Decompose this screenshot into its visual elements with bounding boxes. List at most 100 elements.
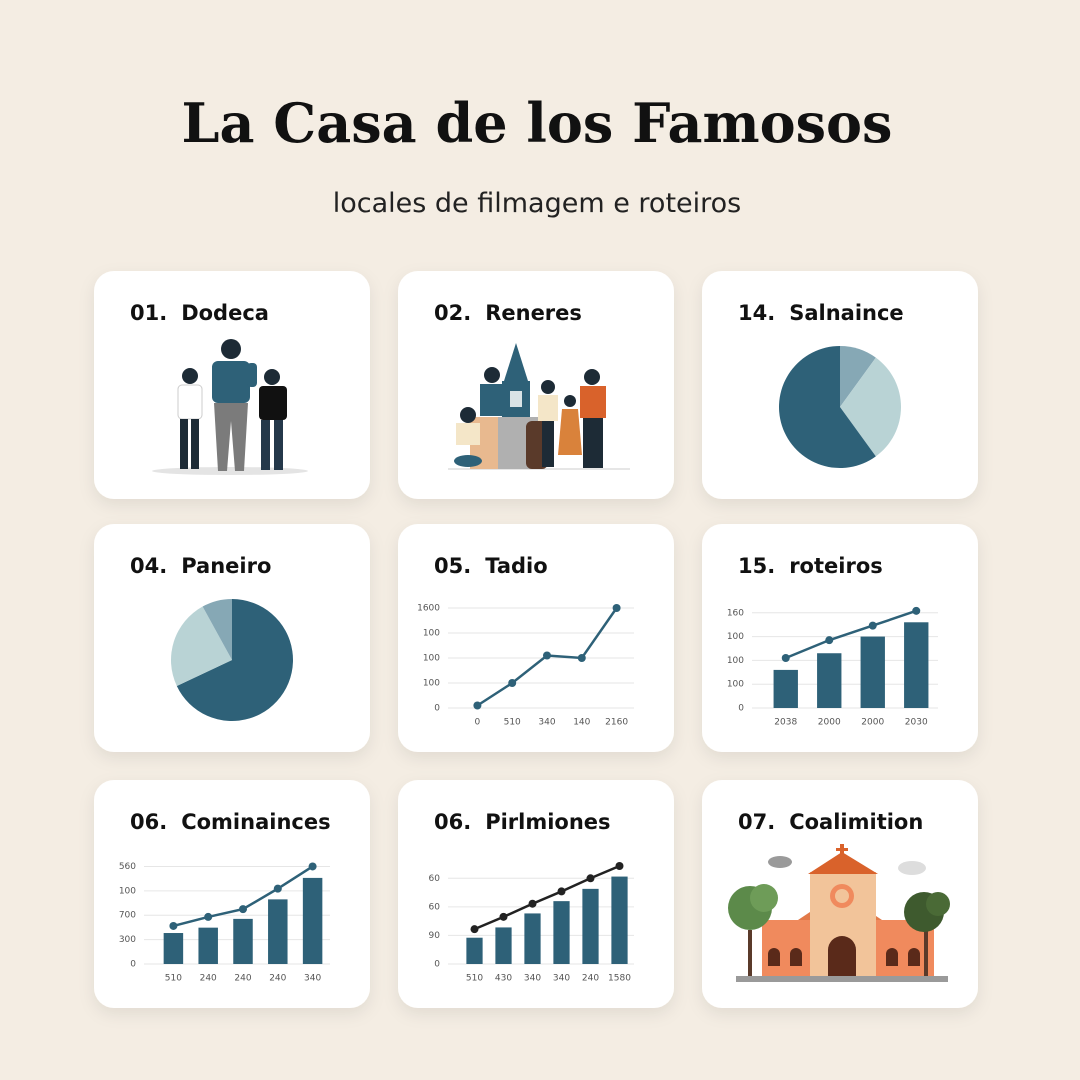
card-number: 07. (738, 810, 775, 834)
bar (553, 901, 570, 964)
card: 05. Tadio 0 100 100 100 1600 0 510 340 140 2160 (398, 524, 674, 752)
y-tick-label: 90 (429, 931, 441, 941)
x-tick-label: 340 (524, 974, 541, 984)
line-point (612, 604, 621, 612)
x-tick-label: 2160 (605, 718, 628, 728)
card-number: 02. (434, 301, 471, 325)
y-tick-label: 0 (434, 960, 440, 970)
line-point (470, 925, 479, 934)
y-tick-label: 160 (727, 608, 744, 618)
x-tick-label: 240 (234, 974, 251, 984)
line-point (586, 874, 595, 883)
line-point (308, 862, 317, 871)
bar (495, 927, 512, 964)
y-tick-label: 0 (738, 704, 744, 714)
card-title: 07. Coalimition (738, 810, 923, 834)
line-point (577, 654, 586, 662)
card-name: Dodeca (181, 301, 269, 325)
card-title: 01. Dodeca (130, 301, 269, 325)
y-tick-label: 100 (727, 656, 744, 666)
card-number: 14. (738, 301, 775, 325)
illustration-church (728, 844, 950, 982)
card-background (398, 524, 674, 752)
line-point (473, 701, 482, 710)
x-tick-label: 1580 (608, 974, 631, 984)
y-tick-label: 100 (423, 679, 440, 689)
card-title: 06. Cominainces (130, 810, 331, 834)
y-tick-label: 560 (119, 862, 136, 872)
illustration-tower (448, 343, 630, 470)
x-tick-label: 340 (304, 974, 321, 984)
card-name: roteiros (789, 554, 883, 578)
card-name: Paneiro (181, 554, 271, 578)
card: 04. Paneiro (94, 524, 370, 752)
y-tick-label: 700 (119, 911, 136, 921)
line-point (825, 636, 834, 645)
line-point (528, 899, 537, 908)
pie-slice (779, 346, 876, 468)
illustration-people (152, 339, 308, 475)
y-tick-label: 60 (429, 902, 441, 912)
y-tick-label: 100 (423, 629, 440, 639)
card-number: 01. (130, 301, 167, 325)
card-name: Pirlmiones (485, 810, 610, 834)
pie-slice (202, 599, 232, 660)
x-tick-label: 340 (538, 718, 555, 728)
x-tick-label: 340 (553, 974, 570, 984)
bar (233, 918, 253, 964)
bar (524, 913, 541, 964)
line-point (273, 884, 282, 893)
y-tick-label: 300 (119, 935, 136, 945)
bar (466, 937, 483, 964)
line (785, 609, 917, 660)
pie-slice (176, 599, 293, 721)
card: 14. Salnaince (702, 271, 978, 499)
x-tick-label: 2038 (774, 718, 797, 728)
line-point (239, 905, 247, 914)
x-tick-label: 240 (200, 974, 217, 984)
card-title: 14. Salnaince (738, 301, 904, 325)
card: 06. Pirlmiones 0 90 60 60 510 430 340 340 240 1580 (398, 780, 674, 1008)
x-tick-label: 140 (573, 718, 590, 728)
x-tick-label: 510 (165, 974, 182, 984)
bar (860, 636, 885, 708)
bar (773, 669, 798, 708)
line (474, 864, 620, 931)
line-point (508, 679, 517, 687)
card-title: 15. roteiros (738, 554, 883, 578)
x-tick-label: 2030 (905, 718, 928, 728)
line-point (868, 621, 877, 630)
card-background (94, 780, 370, 1008)
y-tick-label: 100 (727, 680, 744, 690)
x-tick-label: 0 (475, 718, 481, 728)
card: 06. Cominainces 0 300 700 100 560 510 240 240 240 3… (94, 780, 370, 1008)
card-name: Tadio (485, 554, 547, 578)
bar (611, 876, 628, 964)
x-tick-label: 2000 (861, 718, 884, 728)
line-point (543, 651, 551, 660)
line-point (557, 887, 566, 896)
card-title: 05. Tadio (434, 554, 548, 578)
card-number: 06. (130, 810, 167, 834)
bar (198, 927, 218, 964)
x-tick-label: 240 (269, 974, 286, 984)
card-number: 06. (434, 810, 471, 834)
card-name: Reneres (485, 301, 582, 325)
bar (268, 899, 288, 964)
y-tick-label: 0 (434, 704, 440, 714)
bar (302, 877, 323, 964)
card-number: 15. (738, 554, 775, 578)
y-tick-label: 100 (423, 654, 440, 664)
title: La Casa de los Famosos (182, 91, 893, 155)
card-name: Salnaince (789, 301, 903, 325)
line-point (781, 654, 790, 662)
card-title: 06. Pirlmiones (434, 810, 611, 834)
x-tick-label: 510 (466, 974, 483, 984)
card-title: 02. Reneres (434, 301, 582, 325)
y-tick-label: 100 (727, 632, 744, 642)
x-tick-label: 2000 (818, 718, 841, 728)
line-point (169, 921, 178, 930)
y-tick-label: 60 (429, 874, 441, 884)
pie-slice (840, 357, 901, 457)
